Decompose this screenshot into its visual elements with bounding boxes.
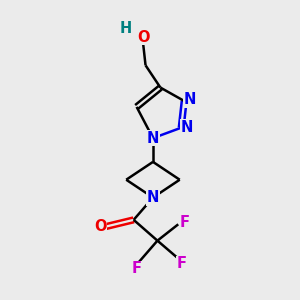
Text: F: F xyxy=(132,261,142,276)
Text: O: O xyxy=(94,219,106,234)
Text: N: N xyxy=(180,120,193,135)
Text: F: F xyxy=(180,215,190,230)
Text: N: N xyxy=(184,92,196,107)
Text: N: N xyxy=(147,130,159,146)
Text: F: F xyxy=(177,256,187,271)
Text: O: O xyxy=(137,30,150,45)
Text: N: N xyxy=(147,190,159,205)
Text: H: H xyxy=(120,21,132,36)
